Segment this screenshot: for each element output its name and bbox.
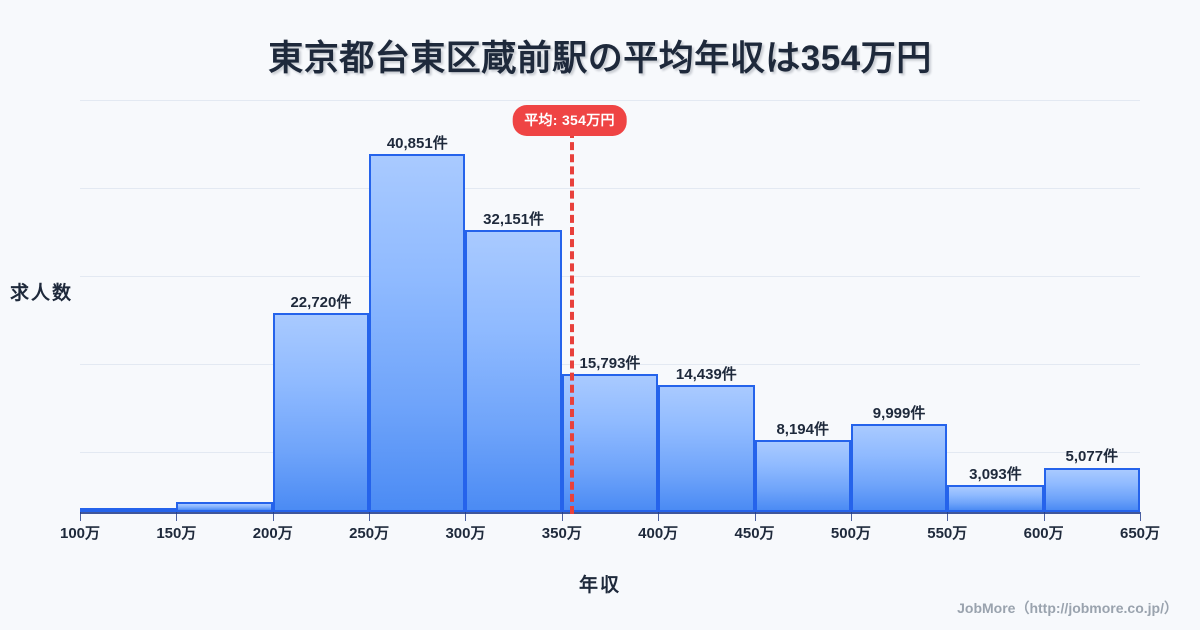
bar-400万: [658, 385, 755, 512]
bar-value-label: 5,077件: [1065, 448, 1119, 466]
bar-150万: [176, 502, 273, 512]
bar-100万: [80, 508, 177, 512]
x-axis-baseline: [80, 512, 1140, 514]
x-tick-label: 350万: [541, 525, 582, 542]
x-tick-label: 450万: [734, 525, 775, 542]
x-axis-title: 年収: [578, 575, 621, 596]
x-tick-label: 500万: [830, 525, 871, 542]
x-tick: [561, 512, 563, 521]
x-tick: [465, 512, 467, 521]
x-tick: [176, 512, 178, 521]
y-axis-title: 求人数: [10, 283, 74, 304]
x-tick-label: 150万: [156, 525, 197, 542]
bar-600万: [1043, 467, 1140, 512]
x-tick: [658, 512, 660, 521]
gridline: [80, 188, 1140, 189]
bar-value-label: 32,151件: [483, 211, 545, 229]
bar-200万: [272, 312, 370, 512]
x-tick-label: 100万: [59, 525, 101, 542]
x-tick: [850, 512, 852, 521]
plot-area: [80, 100, 1140, 512]
x-tick-label: 250万: [349, 525, 390, 542]
gridline: [80, 276, 1140, 277]
bar-value-label: 9,999件: [872, 405, 926, 423]
gridline: [80, 364, 1140, 365]
average-line: [569, 130, 574, 514]
gridline: [80, 100, 1140, 101]
x-tick-label: 650万: [1119, 525, 1161, 542]
bar-value-label: 22,720件: [290, 293, 352, 311]
x-tick-label: 200万: [252, 525, 293, 542]
x-tick: [947, 512, 949, 521]
bar-value-label: 8,194件: [776, 421, 829, 439]
x-tick: [1043, 512, 1045, 521]
footer-credit: JobMore（http://jobmore.co.jp/）: [957, 600, 1178, 616]
x-tick: [754, 512, 756, 521]
bar-550万: [947, 484, 1044, 512]
bar-500万: [850, 424, 948, 512]
bar-350万: [561, 373, 659, 512]
page-title: 東京都台東区蔵前駅の平均年収は354万円: [268, 39, 932, 78]
x-tick: [369, 512, 371, 521]
x-tick-label: 550万: [927, 525, 968, 542]
x-tick: [272, 512, 274, 521]
average-badge: 平均: 354万円: [512, 105, 627, 136]
x-tick-label: 400万: [638, 525, 679, 542]
bar-value-label: 3,093件: [969, 465, 1022, 483]
x-tick: [80, 512, 81, 521]
x-tick-label: 600万: [1023, 525, 1064, 542]
bar-250万: [369, 153, 466, 512]
bar-value-label: 14,439件: [675, 366, 737, 384]
bar-450万: [754, 440, 851, 512]
bar-300万: [465, 230, 562, 512]
x-tick: [1140, 512, 1141, 521]
x-tick-label: 300万: [445, 525, 486, 542]
bar-value-label: 40,851件: [386, 134, 448, 152]
bar-value-label: 15,793件: [579, 354, 641, 372]
